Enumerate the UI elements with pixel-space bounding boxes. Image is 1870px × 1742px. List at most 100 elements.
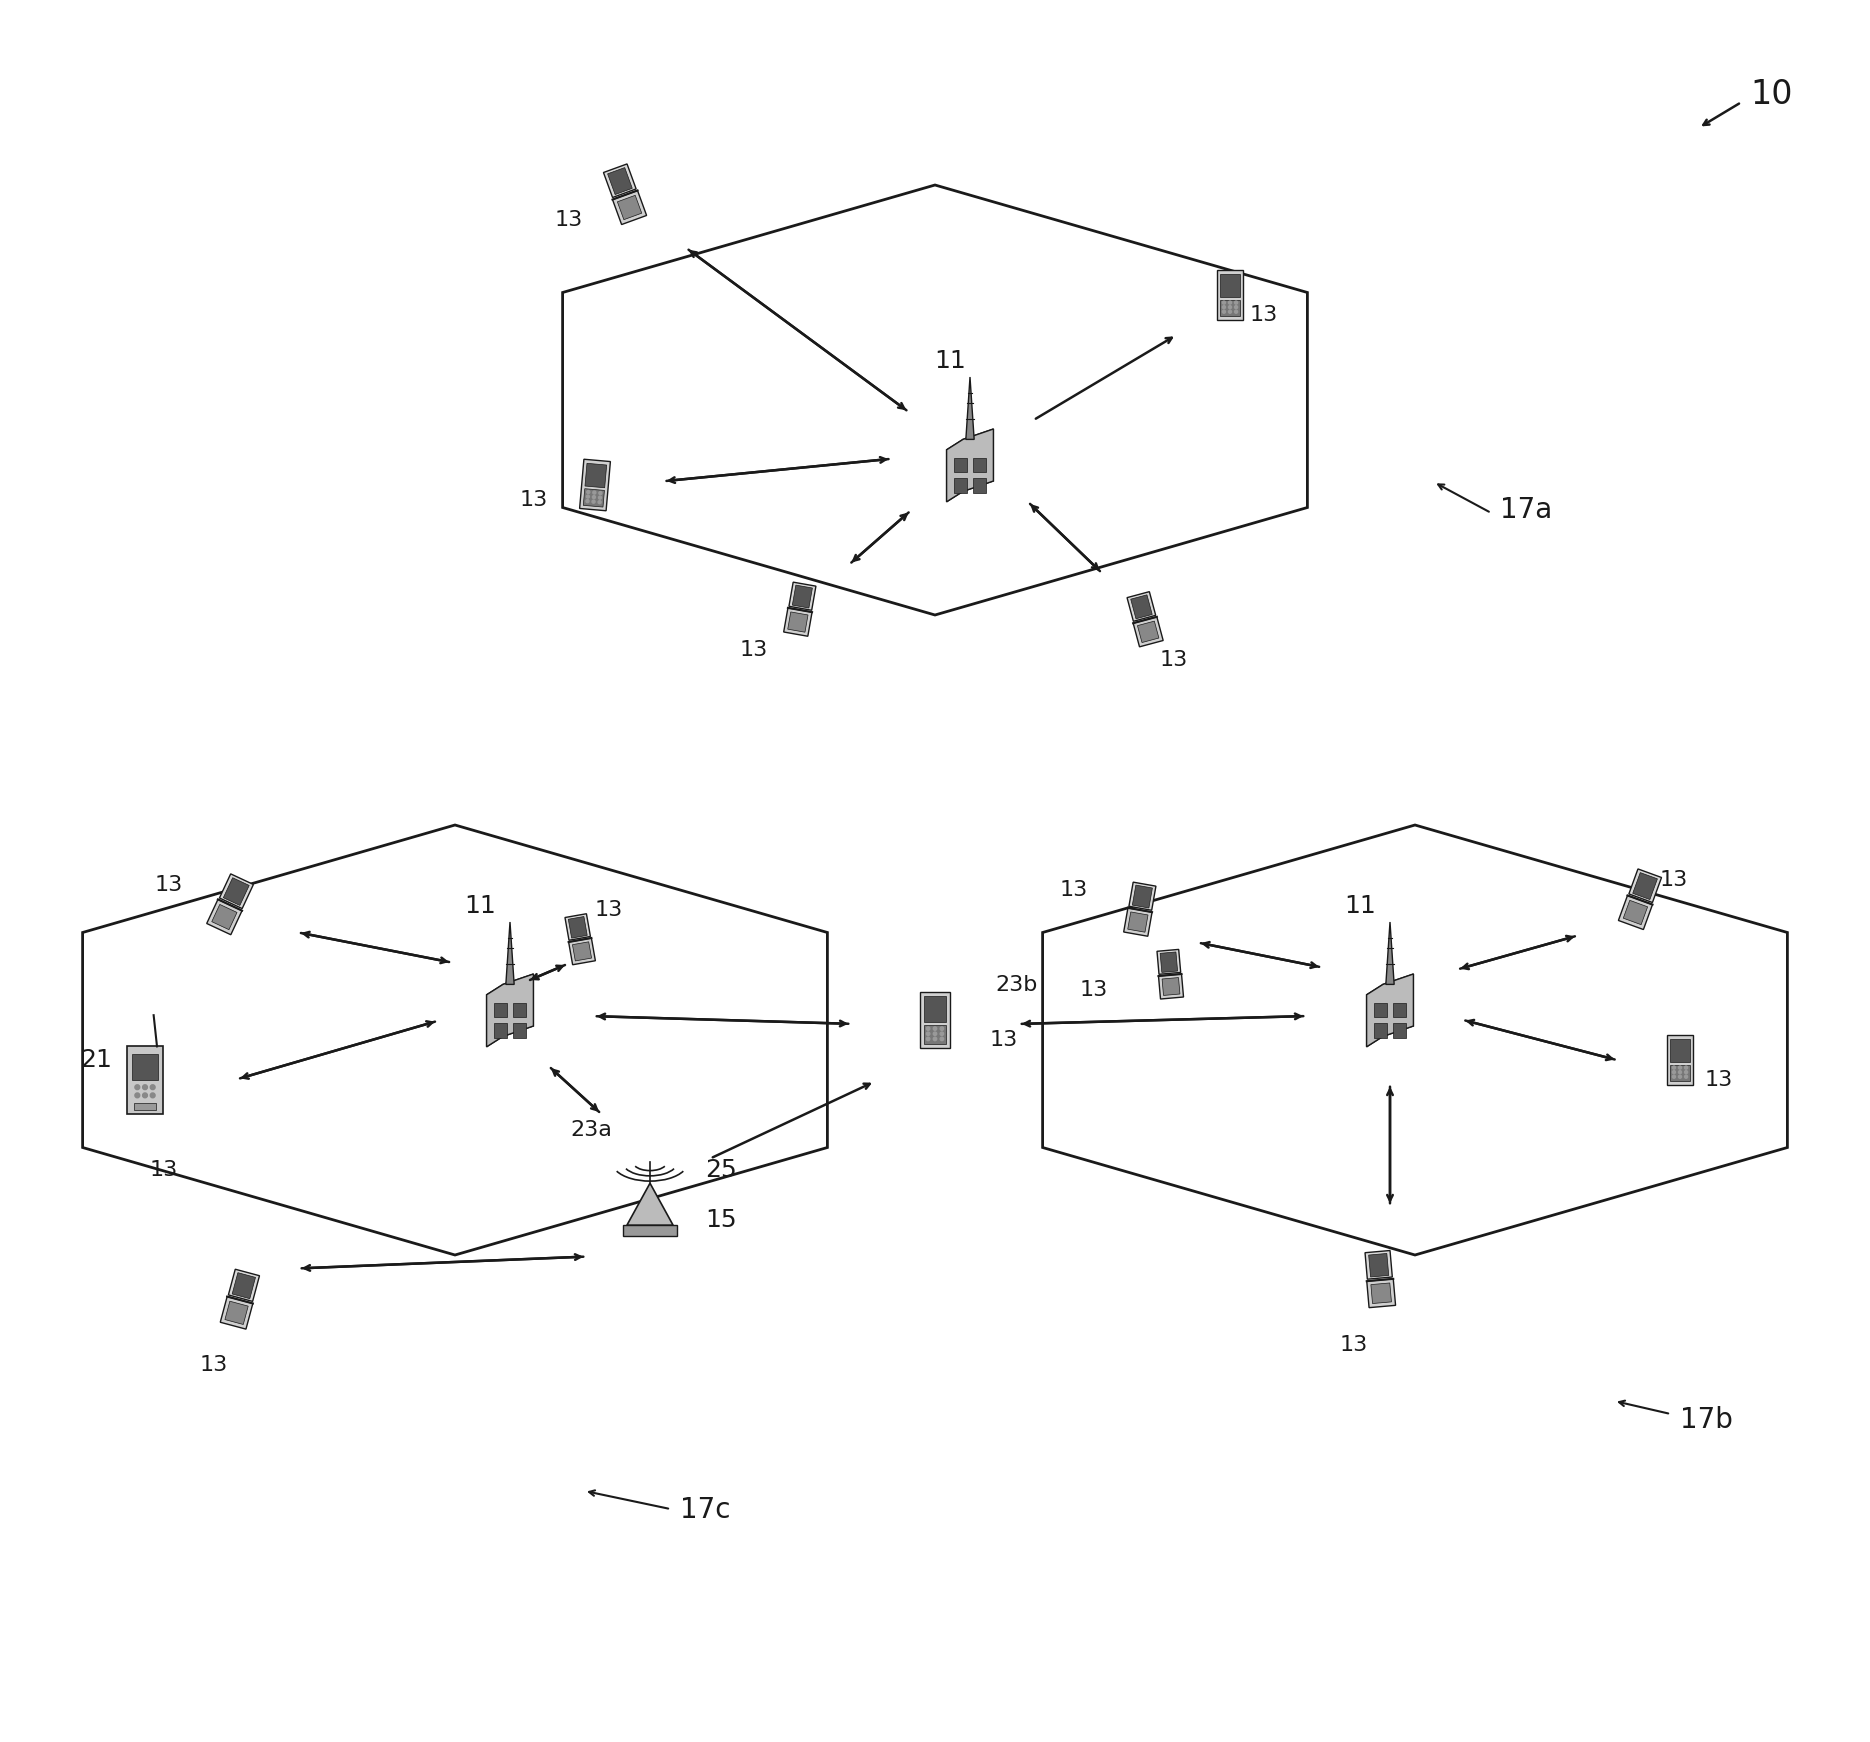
Polygon shape	[494, 1003, 507, 1017]
Polygon shape	[626, 1183, 673, 1225]
Polygon shape	[1369, 1254, 1389, 1277]
Polygon shape	[1670, 1064, 1690, 1082]
Polygon shape	[583, 490, 604, 507]
Circle shape	[941, 1026, 944, 1030]
Polygon shape	[1384, 974, 1414, 1036]
Polygon shape	[1161, 977, 1180, 995]
Polygon shape	[228, 1270, 260, 1301]
Circle shape	[1223, 310, 1225, 314]
Polygon shape	[965, 376, 974, 439]
Polygon shape	[580, 460, 610, 510]
Polygon shape	[623, 1225, 677, 1235]
Polygon shape	[972, 458, 985, 472]
Polygon shape	[946, 439, 963, 502]
Text: 13: 13	[555, 211, 583, 230]
Circle shape	[142, 1092, 148, 1097]
Text: 13: 13	[200, 1355, 228, 1374]
Polygon shape	[1131, 594, 1152, 618]
Polygon shape	[1393, 1023, 1406, 1038]
Polygon shape	[617, 195, 641, 219]
Circle shape	[150, 1092, 155, 1097]
Circle shape	[587, 495, 589, 498]
Polygon shape	[1219, 273, 1240, 296]
Circle shape	[135, 1085, 140, 1089]
Polygon shape	[954, 479, 967, 493]
Circle shape	[1229, 305, 1232, 308]
Polygon shape	[221, 1296, 252, 1329]
Polygon shape	[793, 585, 812, 608]
Circle shape	[933, 1036, 937, 1040]
Circle shape	[598, 496, 602, 500]
Polygon shape	[568, 916, 587, 939]
Circle shape	[150, 1085, 155, 1089]
Polygon shape	[127, 1047, 163, 1113]
Polygon shape	[219, 874, 254, 909]
Text: 17c: 17c	[681, 1496, 731, 1524]
Polygon shape	[604, 164, 636, 197]
Polygon shape	[512, 1003, 525, 1017]
Text: 11: 11	[1345, 894, 1376, 918]
Polygon shape	[131, 1054, 159, 1080]
Polygon shape	[486, 974, 533, 1047]
Text: 13: 13	[741, 639, 769, 660]
Polygon shape	[1128, 911, 1148, 932]
Circle shape	[1685, 1075, 1687, 1078]
Polygon shape	[1137, 622, 1159, 643]
Text: 13: 13	[1060, 880, 1088, 901]
Circle shape	[1685, 1071, 1687, 1073]
Polygon shape	[1367, 1279, 1395, 1308]
Text: 13: 13	[1081, 981, 1109, 1000]
Polygon shape	[585, 463, 606, 488]
Circle shape	[585, 500, 589, 503]
Circle shape	[593, 500, 595, 503]
Polygon shape	[563, 185, 1307, 615]
Polygon shape	[1371, 1282, 1391, 1303]
Text: 13: 13	[1249, 305, 1279, 326]
Circle shape	[926, 1026, 929, 1030]
Polygon shape	[503, 974, 533, 1036]
Circle shape	[1223, 301, 1225, 305]
Polygon shape	[954, 458, 967, 472]
Circle shape	[1672, 1071, 1676, 1073]
Circle shape	[587, 491, 589, 493]
Circle shape	[1685, 1066, 1687, 1070]
Polygon shape	[1670, 1038, 1690, 1063]
Polygon shape	[1666, 1035, 1694, 1085]
Text: 13: 13	[155, 874, 183, 895]
Polygon shape	[1129, 881, 1156, 911]
Polygon shape	[789, 582, 815, 610]
Polygon shape	[507, 922, 514, 984]
Circle shape	[1679, 1071, 1681, 1073]
Text: 25: 25	[705, 1158, 737, 1183]
Text: 13: 13	[520, 490, 548, 510]
Polygon shape	[568, 937, 595, 965]
Polygon shape	[486, 984, 503, 1047]
Text: 13: 13	[1705, 1070, 1733, 1090]
Text: 23a: 23a	[570, 1120, 611, 1139]
Circle shape	[1672, 1075, 1676, 1078]
Polygon shape	[208, 899, 241, 935]
Polygon shape	[223, 878, 249, 906]
Polygon shape	[1367, 984, 1384, 1047]
Polygon shape	[82, 826, 827, 1254]
Polygon shape	[946, 429, 993, 502]
Text: 13: 13	[595, 901, 623, 920]
Polygon shape	[1386, 922, 1395, 984]
Text: 11: 11	[935, 350, 967, 373]
Circle shape	[926, 1036, 929, 1040]
Circle shape	[598, 500, 600, 503]
Circle shape	[1229, 310, 1232, 314]
Polygon shape	[784, 608, 812, 636]
Circle shape	[1234, 310, 1238, 314]
Polygon shape	[572, 942, 591, 962]
Text: 13: 13	[150, 1160, 178, 1179]
Text: 11: 11	[464, 894, 496, 918]
Polygon shape	[1133, 617, 1163, 646]
Text: 15: 15	[705, 1207, 737, 1232]
Circle shape	[593, 495, 595, 498]
Polygon shape	[963, 429, 993, 491]
Circle shape	[1234, 301, 1238, 305]
Polygon shape	[972, 479, 985, 493]
Polygon shape	[1393, 1003, 1406, 1017]
Circle shape	[1679, 1075, 1681, 1078]
